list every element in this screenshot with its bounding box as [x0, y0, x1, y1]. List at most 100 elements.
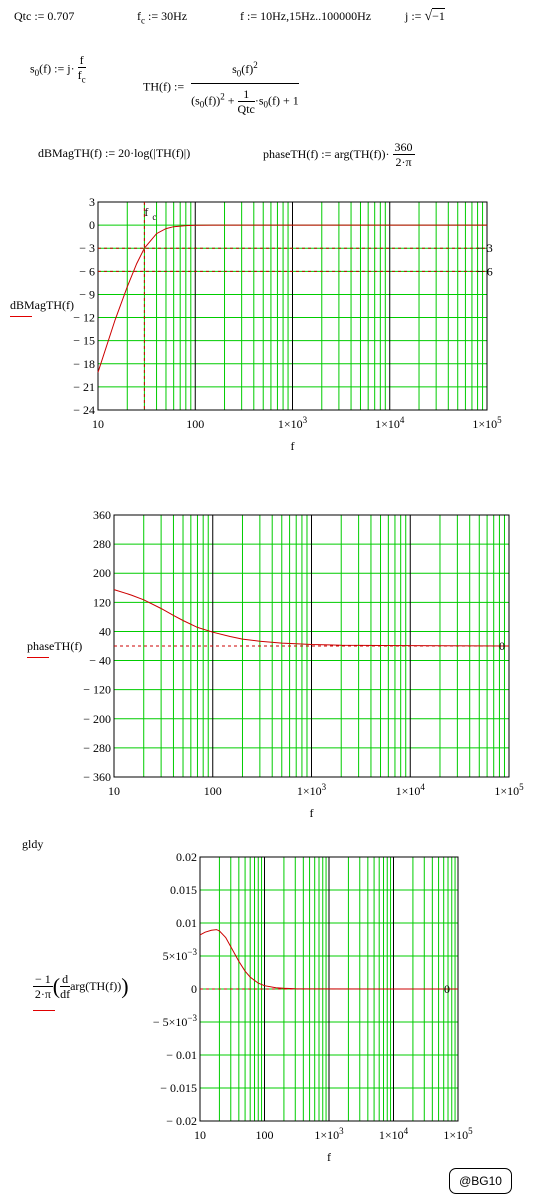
delay-ytick-label: − 5×10−3 [153, 1013, 198, 1029]
mag-ytick-label: − 21 [73, 380, 95, 394]
s0-definition: s0(f) := j· f fc [30, 53, 86, 86]
phase-xtick-label: 1×105 [494, 782, 524, 798]
phase-ylabel: phaseTH(f) [27, 639, 83, 653]
delay-xtick-label-exp: 3 [339, 1126, 344, 1136]
delay-ytick-label-exp: −3 [187, 947, 197, 957]
j-lhs: j := [405, 9, 425, 23]
delay-ytick-label: − 0.01 [166, 1048, 197, 1062]
phase-ytick-label: 120 [93, 595, 111, 609]
mag-ytick-label: − 9 [79, 287, 95, 301]
delay-ylabel-den: 2·π [34, 987, 51, 1001]
s0-mid: (f) := j· [39, 61, 75, 76]
sqrt-sign-icon: √ [424, 9, 433, 24]
delay-ylabel-num: − 1 [33, 972, 53, 987]
s0-numerator: f [77, 53, 86, 68]
phase-zero-marker-label: 0 [499, 639, 505, 653]
phase-lhs: phaseTH(f) := arg(TH(f))· [263, 147, 390, 161]
delay-curve [199, 929, 459, 990]
fc-name: f [137, 9, 141, 23]
s0-lhs: s [30, 61, 35, 76]
phase-ytick-label: − 120 [83, 683, 111, 697]
phase-ylabel-underline [27, 657, 49, 658]
delay-ylabel-fraction: − 1 2·π [33, 972, 53, 1001]
delay-ytick-label: 5×10−3 [163, 947, 198, 963]
th-num-sup: 2 [253, 60, 258, 70]
delay-paren-close: ) [121, 973, 129, 999]
delay-ytick-label: − 0.02 [166, 1114, 197, 1128]
phase-xtick-label: 100 [204, 784, 222, 798]
delay-ytick-label: 0.015 [170, 883, 197, 897]
mag-fc-marker-label: f [144, 205, 148, 219]
th-den-fraction: 1 Qtc [237, 87, 255, 117]
phase-curve [113, 589, 510, 647]
mag-ytick-label: 0 [89, 218, 95, 232]
phase-xtick-label-exp: 5 [519, 782, 524, 792]
f-range-definition: f := 10Hz,15Hz..100000Hz [240, 9, 372, 23]
mag-ylabel: dBMagTH(f) [10, 298, 74, 312]
mag-ytick-label: − 18 [73, 357, 95, 371]
delay-ylabel-df: df [60, 987, 71, 1001]
delay-ylabel-d: d [60, 972, 71, 987]
mag-xtick-label-exp: 5 [497, 415, 502, 425]
th-den-a: (s [191, 93, 200, 108]
phase-xtick-label-exp: 3 [322, 782, 327, 792]
mag-xtick-label: 1×103 [278, 415, 308, 431]
phase-xtick-label-exp: 4 [420, 782, 425, 792]
phase-xtick-label: 1×103 [297, 782, 327, 798]
mag-m3-marker-label: − 3 [477, 241, 493, 255]
th-den-a-sup: 2 [220, 91, 225, 102]
th-den-a-rest: (f)) [204, 93, 221, 108]
mag-xtick-label-exp: 4 [400, 415, 405, 425]
s0-sub: 0 [34, 67, 40, 78]
mag-curve [97, 224, 487, 373]
th-lhs: TH(f) := [143, 79, 185, 94]
delay-xtick-label-exp: 5 [468, 1126, 473, 1136]
phase-ytick-label: − 360 [83, 770, 111, 784]
delay-zero-marker-label: 0 [444, 982, 450, 996]
delay-xtick-label: 1×103 [314, 1126, 344, 1142]
fc-sub: c [141, 15, 145, 26]
qtc-definition: Qtc := 0.707 [14, 9, 75, 23]
delay-xtick-label-exp: 4 [404, 1126, 409, 1136]
delay-xtick-label: 1×105 [443, 1126, 473, 1142]
phase-numerator: 360 [392, 140, 415, 155]
mag-ytick-label: − 6 [79, 264, 95, 278]
th-numerator: s0(f)2 [191, 58, 299, 85]
fc-value: := 30Hz [145, 9, 188, 23]
phase-ytick-label: 200 [93, 566, 111, 580]
delay-xtick-label: 1×104 [379, 1126, 409, 1142]
phase-definition: phaseTH(f) := arg(TH(f))· 360 2·π [263, 140, 415, 169]
delay-ylabel-underline [33, 1010, 55, 1011]
s0-denominator: fc [78, 68, 86, 86]
author-badge: @BG10 [449, 1168, 512, 1194]
j-radicand: −1 [432, 8, 445, 23]
th-den-plus: + [224, 93, 238, 108]
gldy-label: gldy [22, 837, 44, 851]
delay-ytick-label: 0 [191, 982, 197, 996]
s0-den-main: f [77, 68, 82, 82]
mag-xtick-label-exp: 3 [303, 415, 308, 425]
th-den-fnum: 1 [237, 87, 255, 103]
mag-xtick-label: 10 [92, 417, 104, 431]
phase-xtick-label: 1×104 [396, 782, 426, 798]
phase-ytick-label: − 200 [83, 712, 111, 726]
th-num-sub: 0 [236, 68, 242, 79]
th-fraction: s0(f)2 (s0(f))2 + 1 Qtc ·s0(f) + 1 [191, 58, 299, 116]
delay-ytick-label-exp: −3 [187, 1013, 197, 1023]
mag-xtick-label: 100 [186, 417, 204, 431]
delay-xlabel: f [327, 1150, 331, 1164]
th-den-b-sub: 0 [263, 100, 269, 111]
th-denominator: (s0(f))2 + 1 Qtc ·s0(f) + 1 [191, 84, 299, 116]
phase-ytick-label: 280 [93, 537, 111, 551]
delay-xtick-label: 10 [194, 1128, 206, 1142]
mag-xtick-label: 1×105 [472, 415, 502, 431]
mag-ytick-label: − 24 [73, 403, 95, 417]
j-definition: j := √−1 [405, 8, 445, 25]
mag-m6-marker-label: − 6 [477, 264, 493, 278]
th-den-fden: Qtc [237, 102, 255, 117]
phase-ytick-label: 360 [93, 508, 111, 522]
delay-ytick-label: 0.01 [176, 916, 197, 930]
delay-xtick-label: 100 [256, 1128, 274, 1142]
delay-ytick-label: 0.02 [176, 850, 197, 864]
